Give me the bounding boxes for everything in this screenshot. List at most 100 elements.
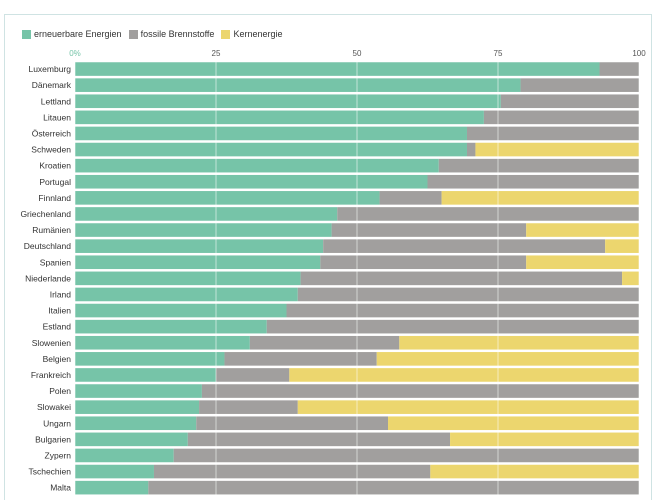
- bar-segment-0-24: [75, 448, 174, 463]
- bar-segment-1-19: [216, 368, 290, 382]
- bar-segment-0-10: [75, 223, 332, 237]
- x-tick-label: 75: [494, 49, 503, 58]
- bar-segment-0-0: [75, 62, 600, 76]
- category-label: Kroatien: [39, 161, 71, 171]
- bar-segment-0-16: [75, 319, 267, 334]
- legend-label-nuclear: Kernenergie: [233, 29, 283, 39]
- bar-segment-1-18: [224, 352, 377, 366]
- legend-swatch-renewables: [22, 29, 31, 39]
- bar-segment-0-21: [75, 400, 200, 414]
- bar-segment-0-12: [75, 255, 321, 270]
- category-label: Lettland: [41, 96, 72, 106]
- bar-segment-0-15: [75, 303, 287, 318]
- category-label: Ungarn: [43, 418, 71, 428]
- bar-segment-1-2: [500, 94, 639, 109]
- category-label: Griechenland: [20, 209, 71, 219]
- category-label: Zypern: [45, 450, 72, 460]
- x-tick-label: 0%: [69, 49, 81, 58]
- category-label: Slowenien: [32, 338, 71, 348]
- category-label: Irland: [50, 289, 72, 299]
- legend-swatch-fossil: [128, 29, 138, 39]
- bar-segment-0-1: [75, 78, 521, 92]
- bar-segment-1-26: [148, 480, 639, 495]
- bar-segment-0-7: [75, 174, 428, 189]
- bar-segment-0-17: [75, 335, 250, 350]
- bar-segment-2-8: [441, 191, 639, 205]
- category-label: Italien: [48, 306, 71, 316]
- category-label: Schweden: [31, 145, 71, 155]
- bar-segment-0-2: [75, 94, 501, 109]
- bar-segment-0-8: [75, 191, 380, 205]
- category-label: Österreich: [32, 128, 71, 138]
- bar-segment-2-21: [297, 400, 639, 414]
- legend-item-renewables: erneuerbare Energien: [22, 29, 122, 39]
- bar-segment-2-11: [605, 239, 639, 253]
- category-label: Estland: [43, 322, 72, 332]
- bar-segment-1-1: [520, 78, 639, 92]
- bar-segment-0-18: [75, 352, 225, 366]
- bar-segment-1-16: [266, 319, 639, 334]
- legend: erneuerbare Energien fossile Brennstoffe…: [22, 27, 290, 41]
- bar-segment-1-15: [286, 303, 639, 318]
- bar-segment-2-12: [526, 255, 639, 270]
- bar-segment-1-22: [196, 416, 389, 431]
- category-label: Dänemark: [32, 80, 72, 90]
- legend-swatch-nuclear: [221, 29, 231, 39]
- category-label: Litauen: [43, 112, 71, 122]
- category-label: Niederlande: [25, 273, 71, 283]
- bar-segment-0-3: [75, 110, 484, 125]
- bar-segment-0-5: [75, 142, 467, 157]
- legend-label-renewables: erneuerbare Energien: [34, 29, 122, 39]
- chart-frame: [4, 14, 652, 500]
- bar-segment-0-20: [75, 384, 202, 398]
- bar-segment-1-4: [466, 126, 639, 141]
- bar-segment-0-9: [75, 207, 338, 221]
- bar-segment-0-14: [75, 287, 298, 302]
- bar-segment-0-13: [75, 271, 301, 286]
- bar-segment-0-6: [75, 158, 439, 173]
- bar-segment-1-6: [438, 158, 639, 173]
- category-label: Portugal: [39, 177, 71, 187]
- bar-segment-0-11: [75, 239, 324, 253]
- bar-segment-1-17: [249, 335, 400, 350]
- x-tick-label: 100: [632, 49, 646, 58]
- bar-segment-2-5: [475, 142, 639, 157]
- bar-segment-1-0: [599, 62, 639, 76]
- bar-segment-0-22: [75, 416, 197, 431]
- category-label: Bulgarien: [35, 434, 71, 444]
- bar-segment-2-13: [622, 271, 639, 286]
- bar-segment-1-7: [427, 174, 639, 189]
- bar-segment-0-25: [75, 464, 154, 479]
- category-label: Spanien: [40, 257, 71, 267]
- bar-segment-1-24: [173, 448, 639, 463]
- bar-segment-2-19: [289, 368, 639, 382]
- category-label: Luxemburg: [28, 64, 71, 74]
- category-label: Polen: [49, 386, 71, 396]
- bar-segment-2-23: [450, 432, 639, 447]
- bar-segment-1-9: [337, 207, 639, 221]
- x-tick-label: 25: [212, 49, 221, 58]
- legend-item-fossil: fossile Brennstoffe: [128, 29, 214, 39]
- bar-segment-1-25: [153, 464, 431, 479]
- bar-segment-1-12: [320, 255, 527, 270]
- category-label: Belgien: [43, 354, 72, 364]
- x-tick-label: 50: [353, 49, 362, 58]
- category-label: Malta: [50, 483, 71, 493]
- bar-segment-1-14: [297, 287, 639, 302]
- category-label: Finnland: [38, 193, 71, 203]
- bar-segment-2-22: [388, 416, 639, 431]
- bar-segment-0-26: [75, 480, 149, 495]
- category-label: Deutschland: [24, 241, 72, 251]
- bar-segment-2-18: [376, 352, 639, 366]
- bar-segment-0-4: [75, 126, 467, 141]
- bar-segment-0-19: [75, 368, 216, 382]
- category-label: Tschechien: [28, 467, 71, 477]
- legend-item-nuclear: Kernenergie: [221, 29, 283, 39]
- bar-segment-2-10: [526, 223, 639, 237]
- bar-segment-1-13: [300, 271, 623, 286]
- category-label: Frankreich: [31, 370, 71, 380]
- category-label: Rumänien: [32, 225, 71, 235]
- bar-segment-1-5: [466, 142, 476, 157]
- bar-segment-1-23: [187, 432, 451, 447]
